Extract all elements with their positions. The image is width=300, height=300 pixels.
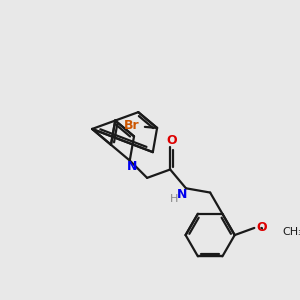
Text: N: N <box>127 160 138 173</box>
Text: CH₃: CH₃ <box>282 227 300 237</box>
Text: N: N <box>176 188 187 201</box>
Text: O: O <box>256 220 267 234</box>
Text: Br: Br <box>124 119 140 133</box>
Text: O: O <box>167 134 177 147</box>
Text: H: H <box>169 194 178 204</box>
